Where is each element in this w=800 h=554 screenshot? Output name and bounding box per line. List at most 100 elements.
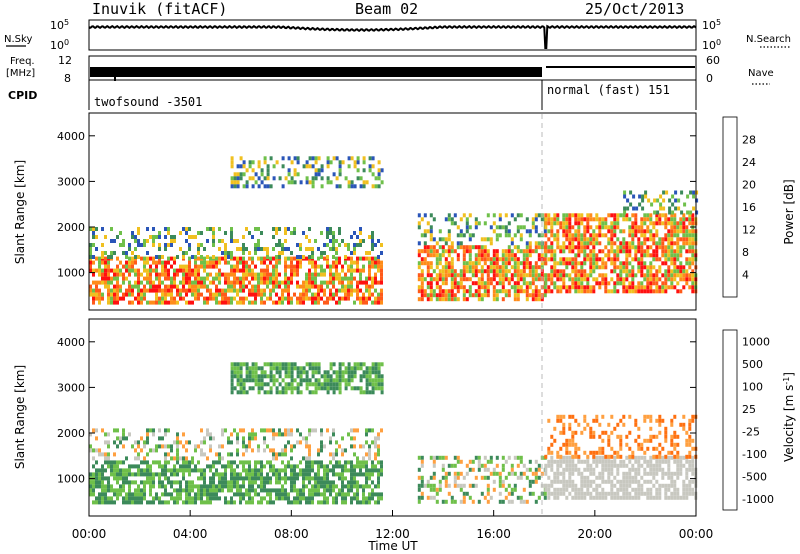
- heat-cell: [643, 233, 647, 238]
- heat-cell: [655, 479, 659, 484]
- heat-cell: [625, 277, 629, 282]
- heat-cell: [534, 475, 538, 480]
- heat-cell: [359, 243, 362, 247]
- heat-cell: [230, 160, 234, 165]
- heat-cell: [221, 256, 224, 261]
- heat-cell: [218, 288, 221, 293]
- heat-cell: [347, 243, 350, 247]
- heat-cell: [377, 492, 380, 497]
- heat-cell: [559, 491, 563, 496]
- heat-cell: [194, 284, 197, 289]
- heat-cell: [547, 217, 551, 222]
- heat-cell: [329, 460, 332, 465]
- nave-tick-high: 60: [706, 54, 720, 67]
- heat-cell: [438, 277, 442, 282]
- heat-cell: [329, 468, 332, 473]
- heat-cell: [248, 492, 251, 497]
- heat-cell: [317, 492, 320, 497]
- heat-cell: [239, 378, 243, 383]
- heat-cell: [188, 276, 191, 281]
- heat-cell: [652, 249, 656, 254]
- heat-cell: [284, 370, 288, 375]
- heat-cell: [610, 454, 614, 459]
- heat-cell: [179, 264, 182, 269]
- heat-cell: [649, 213, 653, 218]
- heat-cell: [662, 206, 666, 211]
- heat-cell: [131, 480, 134, 485]
- heat-cell: [528, 245, 532, 250]
- heat-cell: [122, 480, 125, 485]
- heat-cell: [568, 422, 572, 427]
- heat-cell: [116, 272, 119, 277]
- heat-cell: [601, 455, 605, 460]
- date-title: 25/Oct/2013: [585, 0, 684, 18]
- heat-cell: [173, 440, 176, 445]
- heat-cell: [284, 374, 288, 379]
- heat-cell: [456, 233, 460, 238]
- heat-cell: [631, 495, 635, 500]
- heat-cell: [332, 382, 336, 387]
- heat-cell: [562, 213, 566, 218]
- heat-cell: [380, 276, 383, 281]
- heat-cell: [661, 221, 665, 226]
- heat-cell: [477, 289, 481, 294]
- heat-cell: [143, 288, 146, 293]
- heat-cell: [592, 253, 596, 258]
- heat-cell: [589, 265, 593, 270]
- y-tick-label: 2000: [57, 221, 85, 234]
- heat-cell: [140, 300, 143, 305]
- heat-cell: [152, 428, 155, 433]
- heat-cell: [459, 487, 463, 492]
- heat-cell: [287, 280, 290, 285]
- heat-cell: [562, 483, 566, 488]
- heat-cell: [209, 436, 212, 441]
- heat-cell: [185, 268, 188, 273]
- heat-cell: [272, 264, 275, 269]
- heat-cell: [670, 261, 674, 266]
- heat-cell: [296, 488, 299, 493]
- heat-cell: [236, 436, 239, 441]
- heat-cell: [362, 488, 365, 493]
- heat-cell: [269, 362, 273, 367]
- heat-cell: [571, 487, 575, 492]
- heat-cell: [311, 180, 315, 185]
- heat-cell: [664, 221, 668, 226]
- heat-cell: [664, 491, 668, 496]
- heat-cell: [574, 430, 578, 435]
- heat-cell: [317, 480, 320, 485]
- heat-cell: [191, 284, 194, 289]
- heat-cell: [245, 362, 249, 367]
- heat-cell: [146, 268, 149, 273]
- heat-cell: [595, 281, 599, 286]
- heat-cell: [568, 217, 572, 222]
- heat-cell: [685, 487, 689, 492]
- heat-cell: [272, 500, 275, 505]
- freq-band-normal: [546, 66, 695, 68]
- heat-cell: [287, 500, 290, 505]
- heat-cell: [365, 251, 368, 255]
- heat-cell: [670, 233, 674, 238]
- heat-cell: [284, 296, 287, 301]
- heat-cell: [646, 459, 650, 464]
- heat-cell: [477, 467, 481, 472]
- heat-cell: [236, 464, 239, 469]
- heat-cell: [607, 471, 611, 476]
- heat-cell: [643, 261, 647, 266]
- heat-cell: [586, 245, 590, 250]
- heat-cell: [176, 460, 179, 465]
- heat-cell: [182, 468, 185, 473]
- heat-cell: [230, 472, 233, 477]
- heat-cell: [185, 251, 188, 255]
- heat-cell: [586, 229, 590, 234]
- heat-cell: [89, 284, 92, 289]
- heat-cell: [188, 272, 191, 277]
- heat-cell: [450, 273, 454, 278]
- heat-cell: [107, 284, 110, 289]
- heat-cell: [550, 273, 554, 278]
- heat-cell: [685, 491, 689, 496]
- heat-cell: [131, 500, 134, 505]
- heat-cell: [631, 475, 635, 480]
- heat-cell: [122, 484, 125, 489]
- y-tick-label: 1000: [57, 473, 85, 486]
- heat-cell: [365, 440, 368, 445]
